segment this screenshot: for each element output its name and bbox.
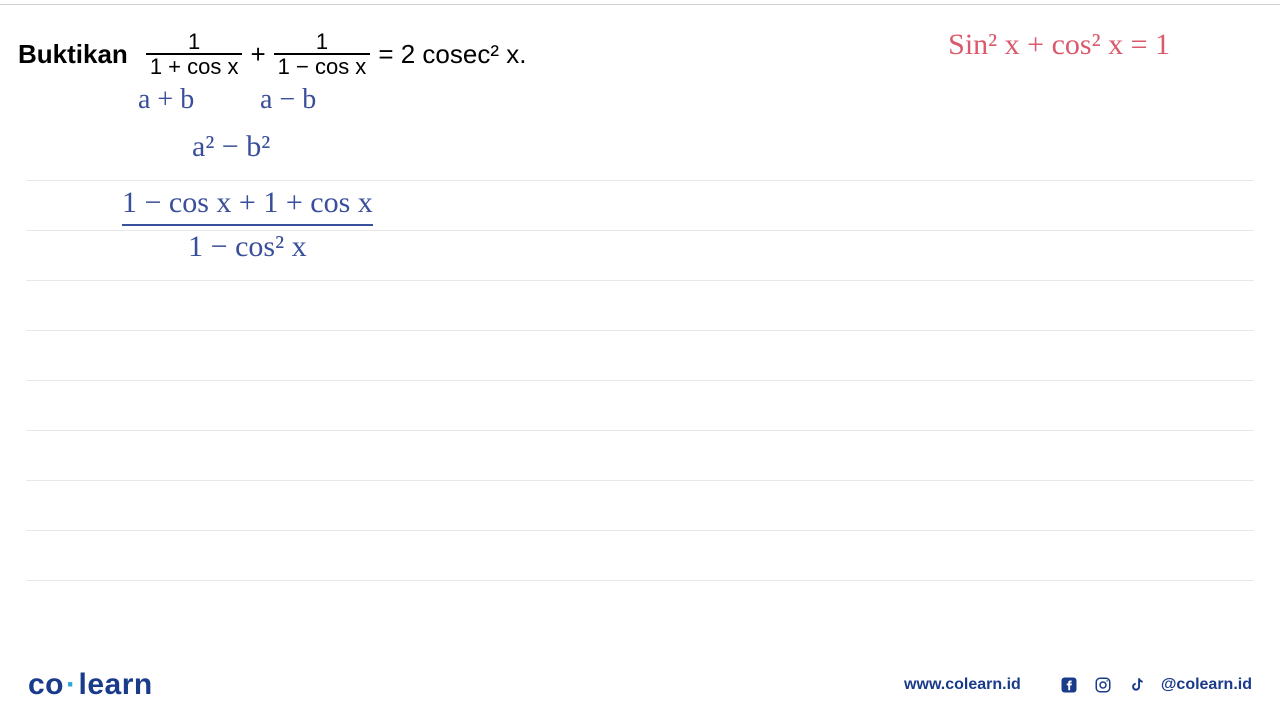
identity-note: Sin² x + cos² x = 1 <box>948 28 1170 62</box>
logo-co: co <box>28 668 64 701</box>
logo-learn: learn <box>79 668 153 701</box>
fraction-2: 1 1 − cos x <box>274 30 371 78</box>
working-numerator: 1 − cos x + 1 + cos x <box>122 186 373 220</box>
fraction-1-numerator: 1 <box>184 30 204 53</box>
footer-right: www.colearn.id @colearn.id <box>904 675 1252 695</box>
problem-label: Buktikan <box>18 39 128 70</box>
ruled-line <box>26 480 1254 481</box>
annotation-a-minus-b: a − b <box>260 84 316 116</box>
plus-sign: + <box>250 39 265 70</box>
logo-dot: · <box>64 668 79 701</box>
top-border <box>0 4 1280 5</box>
ruled-line <box>26 380 1254 381</box>
ruled-line <box>26 180 1254 181</box>
facebook-icon <box>1059 675 1079 695</box>
ruled-line <box>26 530 1254 531</box>
footer: co·learn www.colearn.id @colearn.id <box>28 668 1252 702</box>
working-fraction: 1 − cos x + 1 + cos x 1 − cos² x <box>122 186 373 264</box>
ruled-line <box>26 330 1254 331</box>
fraction-bar <box>122 224 373 226</box>
ruled-line <box>26 430 1254 431</box>
whiteboard-page: Buktikan 1 1 + cos x + 1 1 − cos x = 2 c… <box>0 0 1280 720</box>
ruled-line <box>26 280 1254 281</box>
fraction-1-denominator: 1 + cos x <box>146 53 243 78</box>
fraction-2-numerator: 1 <box>312 30 332 53</box>
rhs-expression: = 2 cosec² x. <box>378 39 526 70</box>
problem-statement: Buktikan 1 1 + cos x + 1 1 − cos x = 2 c… <box>18 30 526 78</box>
footer-handle: @colearn.id <box>1161 676 1252 694</box>
fraction-1: 1 1 + cos x <box>146 30 243 78</box>
working-denominator: 1 − cos² x <box>122 230 373 264</box>
tiktok-icon <box>1127 675 1147 695</box>
ruled-line <box>26 230 1254 231</box>
instagram-icon <box>1093 675 1113 695</box>
annotation-a2-minus-b2: a² − b² <box>192 130 270 164</box>
footer-url: www.colearn.id <box>904 676 1021 694</box>
fraction-2-denominator: 1 − cos x <box>274 53 371 78</box>
brand-logo: co·learn <box>28 668 153 702</box>
annotation-a-plus-b: a + b <box>138 84 194 116</box>
ruled-line <box>26 580 1254 581</box>
